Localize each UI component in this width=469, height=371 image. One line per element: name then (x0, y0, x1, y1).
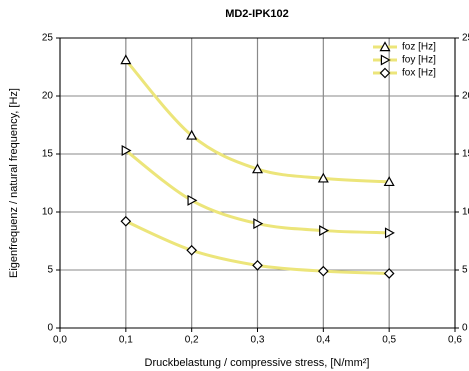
x-tick-label: 0,1 (119, 335, 133, 346)
x-tick-label: 0,3 (251, 335, 265, 346)
plot-frame (59, 37, 456, 329)
y2-tick-label: 15 (462, 149, 469, 160)
legend-label: foy [Hz] (402, 55, 436, 66)
legend-marker (379, 67, 391, 79)
x-axis-label: Druckbelastung / compressive stress, [N/… (145, 357, 370, 369)
marker (253, 218, 264, 230)
marker (383, 268, 395, 279)
marker (317, 265, 329, 277)
marker (383, 176, 395, 187)
y-tick-label: 0 (47, 323, 53, 334)
y-tick-label: 25 (42, 33, 54, 44)
y2-tick-label: 25 (462, 33, 469, 44)
y2-tick-label: 0 (462, 323, 468, 334)
x-tick-label: 0,6 (448, 335, 462, 346)
y2-tick-label: 5 (462, 265, 468, 276)
marker (120, 54, 132, 65)
x-tick-label: 0,0 (53, 335, 67, 346)
marker (121, 145, 132, 157)
y-tick-label: 10 (42, 207, 54, 218)
marker (120, 215, 132, 227)
y2-tick-label: 10 (462, 207, 469, 218)
y2-tick-label: 20 (462, 91, 469, 102)
y-axis-label: Eigenfrequenz / natural frequency, [Hz] (8, 88, 20, 278)
marker (186, 244, 198, 256)
legend-marker (379, 41, 391, 52)
marker (251, 163, 264, 174)
x-tick-label: 0,2 (185, 335, 199, 346)
legend-label: foz [Hz] (402, 42, 436, 53)
marker (319, 225, 330, 237)
marker (384, 227, 395, 239)
y-tick-label: 20 (42, 91, 54, 102)
chart-title: MD2-IPK102 (225, 8, 289, 20)
marker (187, 194, 198, 206)
marker (252, 260, 263, 271)
legend-marker (380, 54, 391, 66)
x-tick-label: 0,4 (316, 335, 330, 346)
marker (186, 129, 198, 140)
y-tick-label: 15 (42, 149, 54, 160)
x-tick-label: 0,5 (382, 335, 396, 346)
legend-label: fox [Hz] (402, 68, 436, 79)
marker (317, 172, 329, 183)
y-tick-label: 5 (47, 265, 53, 276)
